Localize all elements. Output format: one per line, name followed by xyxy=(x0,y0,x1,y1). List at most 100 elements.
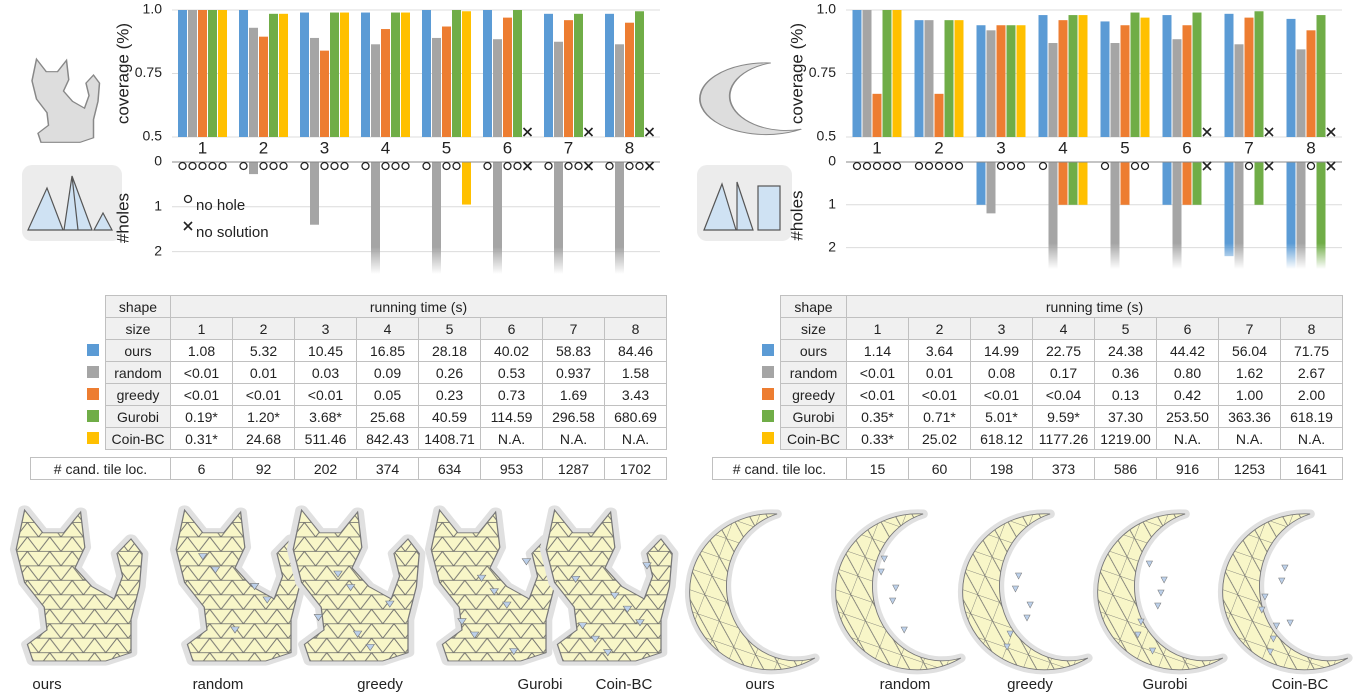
y-tick-label: 0.75 xyxy=(135,64,162,80)
cell: 0.53 xyxy=(481,362,543,384)
bar xyxy=(188,10,197,137)
cell: 58.83 xyxy=(543,340,605,362)
bar xyxy=(432,38,441,137)
data-row: greedy<0.01<0.01<0.010.050.230.731.693.4… xyxy=(106,384,667,406)
no-hole-mark xyxy=(926,163,933,170)
bar xyxy=(1225,162,1234,256)
result-image xyxy=(16,510,142,661)
x-tick-label: 8 xyxy=(1306,138,1315,157)
bar xyxy=(503,18,512,137)
bar xyxy=(320,51,329,137)
color-swatch xyxy=(762,410,774,422)
bar xyxy=(1193,162,1202,205)
y-axis-label: coverage (%) xyxy=(787,23,806,124)
bar xyxy=(873,94,882,137)
y-tick-label: 0.75 xyxy=(809,64,836,80)
x-tick-label: 6 xyxy=(1182,138,1191,157)
row-label: ours xyxy=(106,340,171,362)
bar xyxy=(1017,25,1026,137)
data-row: random<0.010.010.030.090.260.530.9371.58 xyxy=(106,362,667,384)
x-tick-label: 2 xyxy=(934,138,943,157)
cell: 40.02 xyxy=(481,340,543,362)
bar xyxy=(391,13,400,137)
column-header: 6 xyxy=(481,318,543,340)
cell: <0.01 xyxy=(847,362,909,384)
no-hole-mark xyxy=(179,163,186,170)
bar xyxy=(977,162,986,205)
cell: 0.09 xyxy=(357,362,419,384)
no-hole-mark xyxy=(626,163,633,170)
no-hole-mark xyxy=(423,163,430,170)
bar xyxy=(361,13,370,137)
gap xyxy=(1027,602,1033,608)
cell: 0.19* xyxy=(171,406,233,428)
corner-label: size xyxy=(781,318,847,340)
tiling xyxy=(546,510,672,661)
column-header: 8 xyxy=(1281,318,1343,340)
cell: 0.05 xyxy=(357,384,419,406)
cell: 0.08 xyxy=(971,362,1033,384)
bar xyxy=(915,20,924,137)
row-label: Coin-BC xyxy=(106,428,171,450)
bar xyxy=(1007,25,1016,137)
bar xyxy=(1111,162,1120,290)
no-solution-mark xyxy=(1203,128,1211,136)
row-label: greedy xyxy=(106,384,171,406)
cell: 9.59* xyxy=(1033,406,1095,428)
no-hole-mark xyxy=(331,163,338,170)
candidate-table: # cand. tile loc.15601983735869161253164… xyxy=(712,457,1343,480)
no-hole-mark xyxy=(362,163,369,170)
bar xyxy=(1039,15,1048,137)
no-hole-mark xyxy=(1132,163,1139,170)
cell: 0.937 xyxy=(543,362,605,384)
bar xyxy=(605,14,614,137)
cell: 1219.00 xyxy=(1095,428,1157,450)
no-hole-mark xyxy=(545,163,552,170)
bar xyxy=(493,39,502,137)
cell: 0.35* xyxy=(847,406,909,428)
x-tick-label: 7 xyxy=(1244,138,1253,157)
cell: 114.59 xyxy=(481,406,543,428)
no-hole-mark xyxy=(854,163,861,170)
result-image xyxy=(963,514,1088,670)
cell: 373 xyxy=(1033,458,1095,480)
no-hole-mark xyxy=(1008,163,1015,170)
header-row: size12345678 xyxy=(781,318,1343,340)
chart: 0.50.751.0coverage (%)12345678 xyxy=(113,1,660,158)
cell: 22.75 xyxy=(1033,340,1095,362)
bar xyxy=(955,20,964,137)
gap xyxy=(1024,615,1030,621)
x-tick-label: 8 xyxy=(625,138,634,157)
bar xyxy=(1287,19,1296,137)
bar xyxy=(554,162,563,296)
bar xyxy=(987,162,996,213)
y-tick-label: 1.0 xyxy=(143,1,163,17)
no-hole-mark xyxy=(946,163,953,170)
no-hole-mark xyxy=(504,163,511,170)
header-row: size12345678 xyxy=(106,318,667,340)
data-row: ours1.085.3210.4516.8528.1840.0258.8384.… xyxy=(106,340,667,362)
cell: 5.32 xyxy=(233,340,295,362)
legend-symbol xyxy=(184,222,192,230)
no-solution-mark xyxy=(585,162,593,170)
no-solution-mark xyxy=(524,162,532,170)
row-label: Gurobi xyxy=(106,406,171,428)
tiling xyxy=(431,510,557,661)
bar xyxy=(635,11,644,137)
row-label: greedy xyxy=(781,384,847,406)
data-row: Coin-BC0.31*24.68511.46842.431408.71N.A.… xyxy=(106,428,667,450)
column-header: 7 xyxy=(1219,318,1281,340)
caption: greedy xyxy=(1007,676,1053,693)
cell: 1.00 xyxy=(1219,384,1281,406)
cell: 6 xyxy=(171,458,233,480)
gap xyxy=(1015,573,1021,579)
cell: N.A. xyxy=(1157,428,1219,450)
row-label: Gurobi xyxy=(781,406,847,428)
caption: ours xyxy=(32,676,61,693)
bar xyxy=(1059,20,1068,137)
column-header: 1 xyxy=(847,318,909,340)
column-header: 8 xyxy=(605,318,667,340)
no-hole-mark xyxy=(341,163,348,170)
x-tick-label: 5 xyxy=(1120,138,1129,157)
cell: 634 xyxy=(419,458,481,480)
